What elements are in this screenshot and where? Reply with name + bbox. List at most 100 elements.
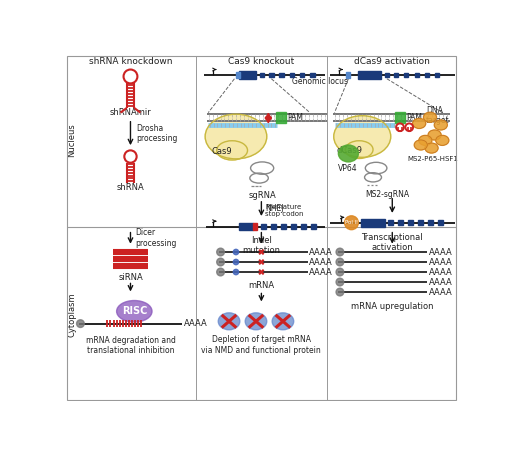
Ellipse shape — [272, 313, 293, 330]
Bar — [261, 224, 266, 229]
Text: AAAA: AAAA — [308, 267, 332, 276]
Ellipse shape — [412, 119, 425, 129]
Bar — [271, 224, 275, 229]
Text: shRNAmir: shRNAmir — [109, 108, 151, 117]
Text: mRNA: mRNA — [248, 281, 274, 290]
Text: mRNA upregulation: mRNA upregulation — [350, 302, 433, 311]
Ellipse shape — [216, 141, 247, 160]
Ellipse shape — [435, 135, 448, 145]
Circle shape — [76, 320, 84, 327]
Text: Depletion of target mRNA
via NMD and functional protein: Depletion of target mRNA via NMD and fun… — [201, 335, 321, 354]
Text: AAAA: AAAA — [428, 288, 451, 297]
Ellipse shape — [205, 114, 266, 159]
Text: sgRNA: sgRNA — [248, 191, 276, 200]
Bar — [278, 73, 283, 77]
Ellipse shape — [427, 130, 440, 140]
Circle shape — [216, 248, 224, 256]
Text: AAAA: AAAA — [308, 248, 332, 257]
Text: shRNA knockdown: shRNA knockdown — [89, 56, 172, 65]
Text: dCas9: dCas9 — [335, 146, 361, 155]
Text: Cas9 knockout: Cas9 knockout — [228, 56, 294, 65]
Bar — [309, 73, 314, 77]
Bar — [403, 73, 408, 77]
Bar — [424, 73, 429, 77]
Ellipse shape — [433, 120, 446, 130]
Bar — [239, 71, 256, 79]
Text: dCas9 activation: dCas9 activation — [354, 56, 430, 65]
Text: Transcriptional
activation: Transcriptional activation — [361, 233, 422, 252]
Text: Premature
stop codon: Premature stop codon — [265, 204, 303, 217]
Bar — [269, 73, 273, 77]
Circle shape — [335, 288, 343, 296]
Bar — [384, 73, 388, 77]
Text: shRNA: shRNA — [117, 183, 144, 192]
Circle shape — [233, 259, 238, 265]
Ellipse shape — [117, 300, 152, 322]
Text: Cytoplasm: Cytoplasm — [67, 292, 76, 337]
Polygon shape — [265, 113, 271, 119]
Circle shape — [335, 278, 343, 286]
Circle shape — [335, 268, 343, 276]
Bar — [301, 224, 305, 229]
Bar — [428, 221, 432, 225]
Ellipse shape — [422, 112, 436, 122]
Polygon shape — [265, 117, 271, 123]
Ellipse shape — [218, 313, 239, 330]
Bar — [388, 221, 392, 225]
Text: AAAA: AAAA — [183, 319, 207, 328]
Text: AAAA: AAAA — [428, 258, 451, 267]
Bar — [253, 223, 257, 230]
Bar — [417, 221, 422, 225]
Text: AAAA: AAAA — [428, 267, 451, 276]
Bar — [434, 73, 438, 77]
Text: AAAA: AAAA — [308, 258, 332, 267]
Text: mRNA degradation and
translational inhibition: mRNA degradation and translational inhib… — [86, 336, 175, 355]
Bar — [408, 221, 412, 225]
Circle shape — [233, 269, 238, 275]
Bar — [299, 73, 304, 77]
Bar — [438, 221, 442, 225]
Circle shape — [344, 216, 358, 230]
Bar — [259, 73, 264, 77]
Text: PAM: PAM — [405, 113, 421, 122]
Ellipse shape — [418, 135, 431, 145]
Text: siRNA: siRNA — [118, 273, 143, 282]
Ellipse shape — [333, 116, 390, 157]
Circle shape — [335, 258, 343, 266]
Bar — [311, 224, 316, 229]
Bar — [393, 73, 398, 77]
Ellipse shape — [424, 143, 437, 153]
Ellipse shape — [413, 140, 427, 150]
Text: DNA
target: DNA target — [426, 106, 449, 125]
Ellipse shape — [345, 141, 372, 158]
Text: Genomic locus: Genomic locus — [292, 77, 348, 86]
Ellipse shape — [337, 145, 358, 162]
Bar — [291, 224, 295, 229]
Ellipse shape — [245, 313, 266, 330]
Text: AAAA: AAAA — [428, 248, 451, 257]
Circle shape — [233, 249, 238, 255]
Bar — [394, 112, 404, 124]
Text: VP64: VP64 — [337, 164, 357, 173]
Text: Pol II: Pol II — [345, 220, 357, 225]
Text: AAAA: AAAA — [428, 277, 451, 286]
Text: Indel
mutation: Indel mutation — [242, 236, 280, 255]
Circle shape — [335, 248, 343, 256]
Bar — [281, 224, 286, 229]
Text: MS2-P65-HSF1: MS2-P65-HSF1 — [407, 156, 458, 162]
Bar — [236, 72, 240, 78]
Bar — [361, 219, 384, 226]
Text: RISC: RISC — [122, 306, 147, 316]
Bar — [414, 73, 418, 77]
Text: Dicer
processing: Dicer processing — [135, 229, 176, 248]
Bar — [289, 73, 294, 77]
Text: Drosha
processing: Drosha processing — [135, 124, 177, 143]
Text: PAM: PAM — [287, 113, 303, 122]
Text: Nucleus: Nucleus — [67, 124, 76, 157]
Text: NHEJ: NHEJ — [265, 204, 283, 213]
Bar — [275, 112, 286, 124]
Bar — [346, 72, 350, 78]
Circle shape — [216, 258, 224, 266]
Bar — [357, 71, 380, 79]
Bar — [239, 223, 252, 230]
